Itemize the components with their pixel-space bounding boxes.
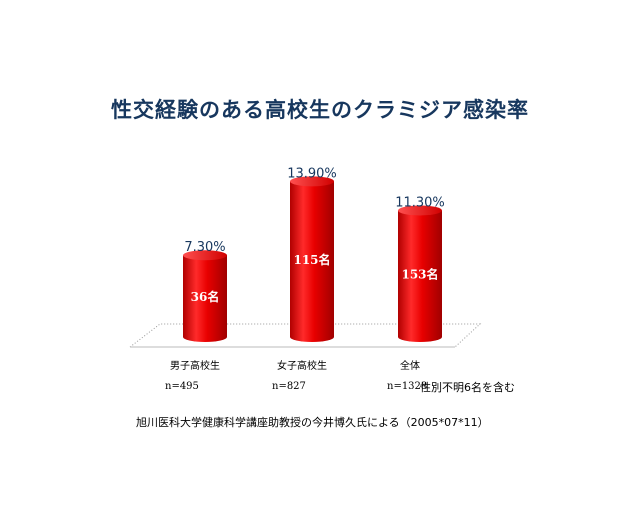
count-label: 153名 bbox=[401, 267, 438, 282]
value-label: 7.30% bbox=[184, 240, 225, 255]
footnote-note: 性別不明6名を含む bbox=[420, 381, 515, 394]
n-label: n=495 bbox=[165, 381, 199, 392]
chart-title: 性交経験のある高校生のクラミジア感染率 bbox=[111, 98, 529, 122]
count-label: 115名 bbox=[293, 252, 330, 267]
bar-2 bbox=[290, 176, 334, 342]
source-credit: 旭川医科大学健康科学講座助教授の今井博久氏による（2005*07*11） bbox=[136, 416, 489, 429]
category-label: 全体 bbox=[400, 359, 420, 372]
category-label: 女子高校生 bbox=[277, 359, 327, 372]
value-label: 11.30% bbox=[395, 195, 445, 210]
bar-1 bbox=[183, 250, 227, 342]
bar-3 bbox=[398, 205, 442, 342]
category-label: 男子高校生 bbox=[170, 359, 220, 372]
chart-floor bbox=[128, 323, 482, 348]
n-label: n=827 bbox=[272, 381, 306, 392]
n-label: n=1328 bbox=[387, 381, 427, 392]
value-label: 13.90% bbox=[287, 166, 337, 181]
count-label: 36名 bbox=[191, 289, 220, 304]
